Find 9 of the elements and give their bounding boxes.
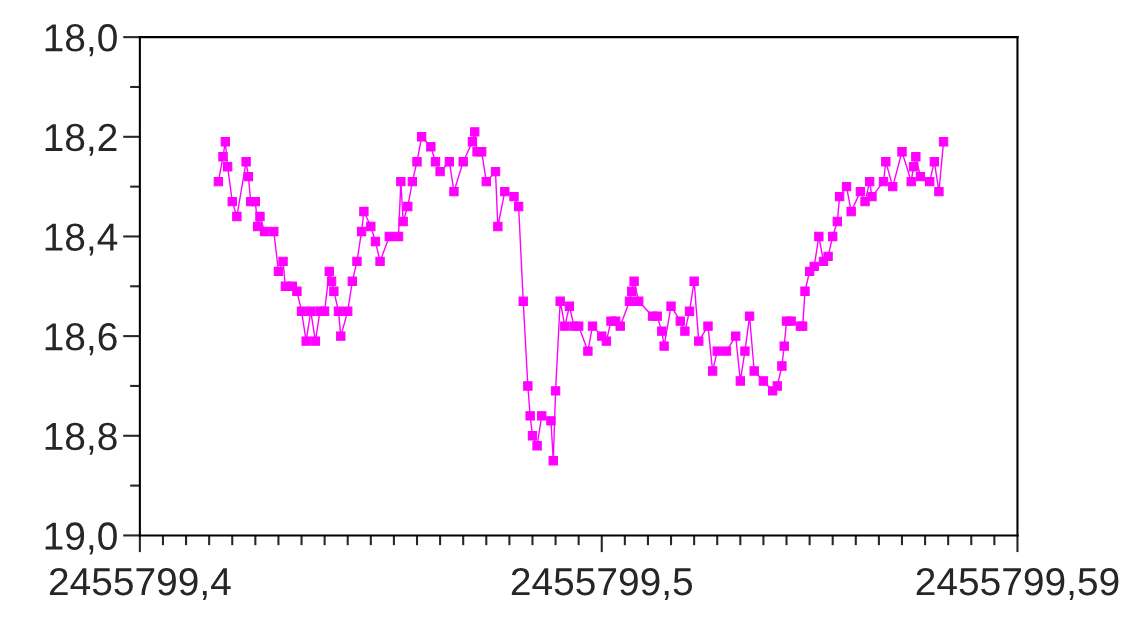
x-tick-label: 2455799,59 <box>916 567 1119 601</box>
y-tick-label: 18,0 <box>45 24 117 57</box>
x-tick-label: 2455799,4 <box>49 567 231 601</box>
y-tick-label: 18,2 <box>45 123 117 156</box>
y-tick-label: 19,0 <box>45 522 117 555</box>
x-tick-label: 2455799,5 <box>511 567 693 601</box>
y-tick-label: 18,4 <box>45 223 118 256</box>
y-tick-label: 18,8 <box>45 422 117 455</box>
y-tick-label: 18,6 <box>45 323 117 356</box>
